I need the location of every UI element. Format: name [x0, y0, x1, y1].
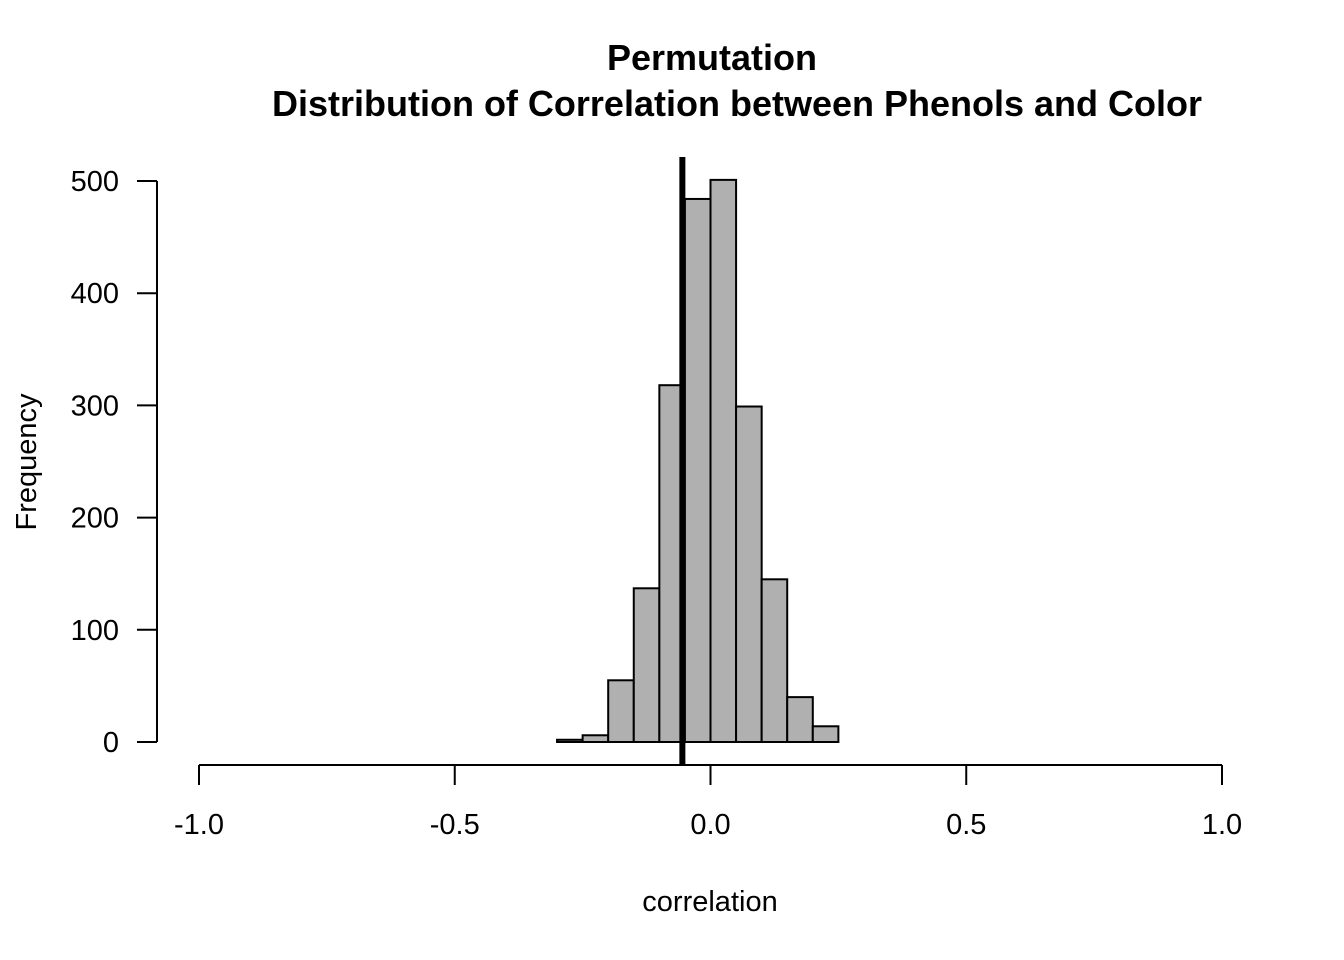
y-axis-label: Frequency [11, 393, 43, 531]
y-axis: 0 100 200 300 400 500 [71, 166, 158, 759]
x-tick-label: 1.0 [1202, 809, 1242, 841]
histogram-bar [607, 679, 635, 743]
y-tick-label: 100 [71, 615, 119, 647]
x-tick-label: 0.0 [690, 809, 730, 841]
histogram-bar [632, 587, 661, 743]
chart-title-line1: Permutation [607, 37, 817, 78]
y-tick-label: 300 [71, 390, 119, 422]
histogram-bar [556, 738, 584, 744]
histogram-bar [709, 178, 738, 743]
x-tick-label: -1.0 [174, 809, 224, 841]
histogram-bar [581, 734, 610, 744]
x-axis-label: correlation [642, 886, 777, 918]
histogram-bars [556, 178, 840, 744]
x-tick-label: -0.5 [430, 809, 480, 841]
histogram-bar [683, 197, 712, 743]
histogram-bar [735, 405, 763, 743]
y-tick-label: 0 [103, 727, 119, 759]
histogram-bar [786, 696, 814, 743]
x-tick-label: 0.5 [946, 809, 986, 841]
x-axis: -1.0 -0.5 0.0 0.5 1.0 [174, 764, 1242, 841]
histogram-bar [760, 578, 789, 743]
chart-title-line2: Distribution of Correlation between Phen… [272, 83, 1202, 124]
y-tick-label: 500 [71, 166, 119, 198]
histogram-bar [811, 725, 840, 743]
y-tick-label: 400 [71, 278, 119, 310]
y-tick-label: 200 [71, 503, 119, 535]
